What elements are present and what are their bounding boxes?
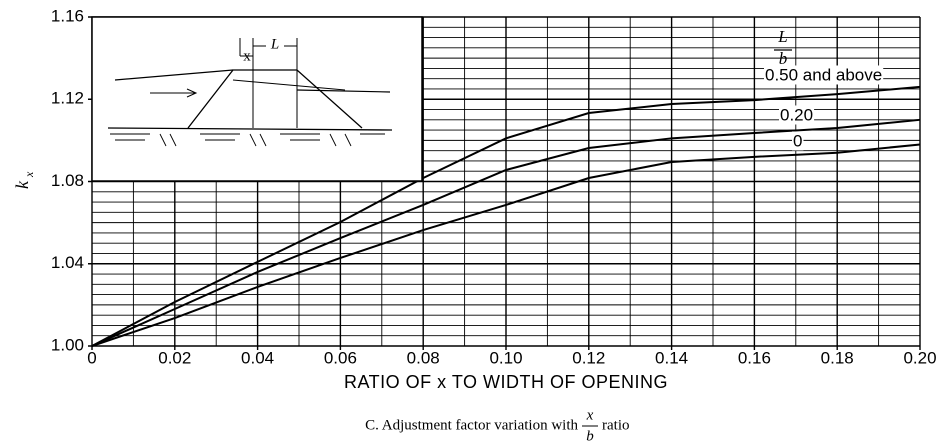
y-axis-label: k x: [12, 171, 36, 189]
y-label-symbol: k: [12, 180, 32, 189]
series-label: 0: [793, 131, 802, 150]
y-tick-label: 1.16: [51, 6, 84, 25]
series-label-background: [764, 65, 884, 85]
x-tick-label: 0.04: [241, 348, 274, 367]
y-label-subscript: x: [22, 171, 36, 178]
x-tick-label: 0: [87, 348, 96, 367]
x-tick-label: 0.06: [324, 348, 357, 367]
curves: [91, 85, 921, 347]
x-tick-label: 0.10: [489, 348, 522, 367]
series-label: 0.20: [780, 105, 813, 124]
x-tick-label: 0.12: [572, 348, 605, 367]
x-tick-label: 0.18: [821, 348, 854, 367]
ground-line: [107, 127, 393, 131]
ground-hatching: [110, 133, 385, 147]
series-line: [91, 143, 921, 347]
embankment: [187, 69, 363, 129]
caption-suffix: ratio: [602, 417, 630, 433]
flow-arrow-head: [186, 88, 198, 98]
water-line: [296, 89, 391, 93]
labels: L b k x RATIO OF x TO WIDTH OF OPENING C…: [12, 27, 792, 444]
series-label: 0.50 and above: [765, 65, 882, 84]
inset-frame: [91, 16, 423, 182]
x-tick-label: 0.14: [655, 348, 688, 367]
y-tick-label: 1.08: [51, 171, 84, 190]
y-tick-label: 1.00: [51, 335, 84, 354]
x-axis-label: RATIO OF x TO WIDTH OF OPENING: [344, 372, 668, 392]
caption-fraction-den: b: [586, 428, 594, 444]
inset-diagram: x L: [91, 16, 423, 182]
series-line: [91, 118, 921, 347]
inset-x-label: x: [243, 48, 251, 64]
legend-title-numerator: L: [777, 27, 787, 46]
grid: [88, 16, 921, 350]
x-tick-label: 0.20: [903, 348, 936, 367]
series-label-background: [792, 131, 804, 151]
water-line: [232, 79, 346, 91]
y-tick-label: 1.04: [51, 253, 84, 272]
series-line: [91, 85, 921, 347]
inset-length-label: L: [270, 36, 279, 52]
legend-title-denominator: b: [779, 49, 788, 68]
x-tick-label: 0.08: [407, 348, 440, 367]
x-tick-label: 0.02: [158, 348, 191, 367]
x-tick-label: 0.16: [738, 348, 771, 367]
caption-text: C. Adjustment factor variation with: [365, 417, 578, 433]
series-label-background: [779, 105, 815, 125]
y-tick-label: 1.12: [51, 89, 84, 108]
caption-fraction-num: x: [586, 407, 594, 423]
water-line: [114, 69, 234, 81]
